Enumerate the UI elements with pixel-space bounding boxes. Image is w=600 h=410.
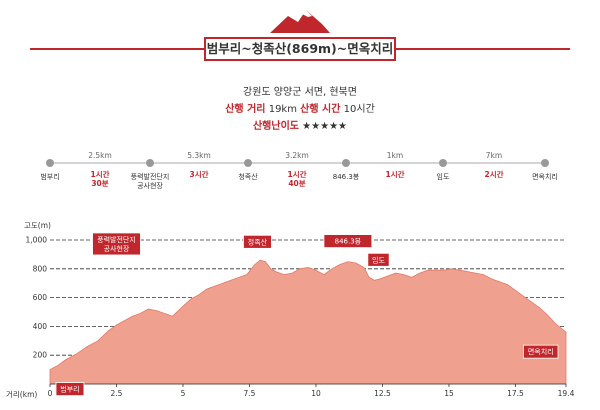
y-axis-label: 고도(m) [24, 221, 51, 230]
y-tick-label-200: 200 [33, 351, 48, 360]
x-axis-label: 거리(km) [6, 390, 37, 399]
segment-distance-2: 5.3km [187, 151, 211, 160]
x-tick-label-10: 10 [311, 389, 321, 398]
y-tick-label-600: 600 [33, 293, 48, 302]
elevation-area [49, 259, 567, 385]
y-tick-label-800: 800 [33, 264, 48, 273]
annotation-2: 청족산 [243, 234, 272, 249]
annotation-label-5: 면옥치리 [528, 347, 554, 356]
x-tick-label-7.5: 7.5 [244, 389, 256, 398]
annotation-5: 면옥치리 [523, 344, 559, 359]
annotation-label-2: 청족산 [248, 237, 268, 246]
y-tick-labels: 200 400 600 800 1,000 [26, 236, 48, 360]
route-node-2 [146, 159, 154, 167]
difficulty-label: 산행난이도 [252, 121, 299, 132]
route-point-4: 846.3봉 [332, 173, 360, 181]
route-node-start [46, 159, 54, 167]
annotation-4: 임도 [367, 252, 390, 267]
x-tick-label-5: 5 [181, 389, 186, 398]
y-tick-label-400: 400 [33, 322, 48, 331]
segment-distance-3: 3.2km [285, 151, 309, 160]
time-value: 10시간 [343, 104, 375, 115]
difficulty-stars: ★★★★★ [302, 121, 347, 132]
x-tick-label-2.5: 2.5 [111, 389, 123, 398]
x-tick-label-15: 15 [444, 389, 454, 398]
annotation-box-5 [523, 344, 559, 359]
x-tick-label-17.5: 17.5 [507, 389, 524, 398]
annotation-label-0: 범부리 [60, 385, 79, 394]
annotation-box-3 [323, 234, 373, 249]
x-ticks [49, 383, 567, 387]
x-tick-labels: 0 2.5 5 7.5 10 12.5 15 17.5 19.4 [48, 389, 575, 398]
segment-time-3: 1시간 40분 [287, 170, 307, 188]
route-line-svg [46, 159, 549, 167]
route-point-1: 범부리 [40, 173, 60, 181]
route-strip: 2.5km 5.3km 3.2km 1km 7km 1시간 30분 3시간 1시… [0, 140, 600, 210]
x-tick-label-12.5: 12.5 [374, 389, 391, 398]
segment-time-1: 1시간 30분 [90, 170, 110, 188]
mountain-icon [270, 10, 330, 33]
title-banner [30, 10, 570, 61]
location-text: 강원도 양양군 서면, 현북면 [243, 87, 357, 98]
route-point-6: 면옥치리 [532, 173, 558, 181]
x-tick-label-0: 0 [48, 389, 53, 398]
segment-time-5: 2시간 [484, 170, 504, 179]
route-node-end [541, 159, 549, 167]
distance-value: 19km [268, 104, 297, 115]
route-node-3 [244, 159, 252, 167]
segment-distance-1: 2.5km [88, 151, 112, 160]
route-node-5 [439, 159, 447, 167]
route-node-4 [342, 159, 350, 167]
segment-time-4: 1시간 [385, 170, 405, 179]
distance-label: 산행 거리 [225, 104, 266, 115]
annotation-box-4 [367, 252, 390, 267]
annotation-box-2 [243, 234, 272, 249]
page-title: 범부리~청족산(869m)~면옥치리 [206, 41, 394, 56]
route-point-5: 임도 [436, 173, 450, 181]
annotation-box-1 [92, 232, 141, 256]
segment-distance-5: 7km [485, 151, 503, 160]
route-point-2: 풍력발전단지 공사현장 [130, 173, 170, 190]
segment-time-2: 3시간 [189, 170, 209, 179]
annotation-3: 846.3봉 [323, 234, 373, 249]
banner-box [204, 37, 396, 61]
annotation-label-4: 임도 [372, 256, 385, 264]
annotation-box-0 [55, 382, 85, 397]
segment-distance-4: 1km [386, 151, 404, 160]
annotation-label-1: 풍력발전단지 공사현장 [97, 235, 136, 253]
x-tick-label-19.4: 19.4 [558, 389, 575, 398]
y-tick-label-1000: 1,000 [26, 236, 48, 245]
route-point-3: 청족산 [238, 173, 258, 181]
annotation-0: 범부리 [55, 382, 85, 397]
trip-info: 강원도 양양군 서면, 현북면 산행 거리 19km 산행 시간 10시간 산행… [0, 84, 600, 135]
time-label: 산행 시간 [300, 104, 341, 115]
annotation-1: 풍력발전단지 공사현장 [92, 232, 141, 256]
annotation-label-3: 846.3봉 [335, 238, 362, 246]
mountain-snow-icon [302, 10, 312, 17]
